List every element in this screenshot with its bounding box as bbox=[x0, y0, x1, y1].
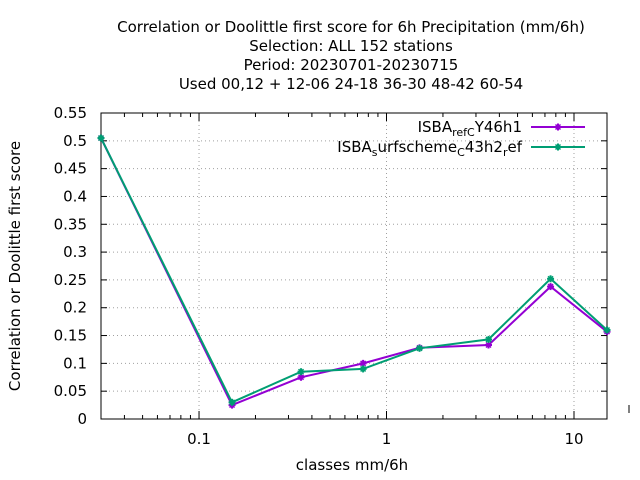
legend-label: ISBAref​C​Y46h1 bbox=[418, 118, 522, 139]
y-tick-label: 0 bbox=[77, 410, 87, 428]
data-point bbox=[416, 344, 424, 352]
marker-d2 bbox=[485, 336, 492, 343]
series-line bbox=[100, 137, 608, 407]
y-tick-label: 0.05 bbox=[54, 382, 87, 400]
marker-d2 bbox=[297, 374, 305, 381]
title-line: Period: 20230701-20230715 bbox=[244, 56, 459, 74]
legend-label-part: r bbox=[503, 146, 508, 159]
marker-d2 bbox=[416, 345, 423, 352]
legend-label-part: s bbox=[372, 146, 378, 159]
y-tick-label: 0.45 bbox=[54, 160, 87, 178]
data-point bbox=[97, 134, 105, 142]
legend-entry: ISBAref​C​Y46h1 bbox=[418, 118, 585, 139]
title-line: Correlation or Doolittle first score for… bbox=[117, 18, 585, 36]
series-line bbox=[100, 137, 608, 404]
marker-d2 bbox=[229, 399, 236, 406]
y-tick-label: 0.5 bbox=[63, 132, 87, 150]
y-tick-label: 0.2 bbox=[63, 299, 87, 317]
data-point bbox=[603, 326, 611, 334]
marker-d2 bbox=[360, 360, 367, 367]
legend-marker bbox=[554, 123, 562, 131]
marker-d2 bbox=[547, 275, 554, 282]
data-point bbox=[359, 359, 367, 367]
marker-d2 bbox=[485, 341, 492, 349]
data-point bbox=[547, 283, 555, 291]
marker-d2 bbox=[297, 368, 305, 375]
axes bbox=[100, 112, 630, 420]
data-point bbox=[359, 365, 367, 373]
y-tick-label: 0.25 bbox=[54, 271, 87, 289]
y-tick-label: 0.55 bbox=[54, 104, 87, 122]
legend-label: ISBAs​urfschemeC​43h2r​ef bbox=[337, 138, 522, 159]
legend-label-part: C bbox=[467, 126, 475, 139]
y-tick-label: 0.15 bbox=[54, 327, 87, 345]
legend-marker bbox=[554, 143, 562, 151]
x-axis-label: classes mm/6h bbox=[296, 456, 408, 474]
legend-label-part: C bbox=[457, 146, 465, 159]
marker-d2 bbox=[97, 135, 105, 142]
legend-label-part: ref bbox=[452, 126, 468, 139]
legend-label-part: ef bbox=[507, 138, 522, 156]
legend-entry: ISBAs​urfschemeC​43h2r​ef bbox=[337, 138, 585, 159]
title-line: Selection: ALL 152 stations bbox=[249, 37, 453, 55]
series-2 bbox=[97, 134, 611, 406]
grid bbox=[101, 113, 607, 419]
title-line: Used 00,12 + 12-06 24-18 36-30 48-42 60-… bbox=[179, 75, 523, 93]
y-axis-label: Correlation or Doolittle first score bbox=[6, 141, 24, 391]
y-tick-label: 0.1 bbox=[63, 354, 87, 372]
marker-d2 bbox=[547, 283, 554, 290]
x-tick-label: 10 bbox=[564, 430, 583, 448]
legend-label-part: urfscheme bbox=[378, 138, 458, 156]
legend-label-part: 43h2 bbox=[465, 138, 503, 156]
x-tick-label: 0.1 bbox=[187, 430, 211, 448]
x-tick-label: 1 bbox=[382, 430, 392, 448]
series-1 bbox=[97, 134, 611, 409]
marker-d2 bbox=[603, 326, 611, 334]
legend-label-part: ISBA bbox=[418, 118, 453, 136]
data-point bbox=[297, 368, 305, 376]
tick-labels: 0 0.05 0.1 0.15 0.2 0.25 0.3 0.35 0.4 0.45 0.5 0.55… bbox=[54, 104, 584, 448]
marker-d2 bbox=[360, 365, 367, 372]
legend-label-part: ISBA bbox=[337, 138, 372, 156]
plot-frame bbox=[100, 112, 608, 420]
legend-label-part: Y46h1 bbox=[474, 118, 522, 136]
series bbox=[97, 134, 611, 409]
data-point bbox=[228, 398, 236, 406]
y-tick-label: 0.35 bbox=[54, 215, 87, 233]
data-point bbox=[547, 275, 555, 283]
y-tick-label: 0.3 bbox=[63, 243, 87, 261]
y-tick-label: 0.4 bbox=[63, 187, 87, 205]
data-point bbox=[485, 335, 493, 343]
chart-title: Correlation or Doolittle first score for… bbox=[117, 18, 585, 93]
